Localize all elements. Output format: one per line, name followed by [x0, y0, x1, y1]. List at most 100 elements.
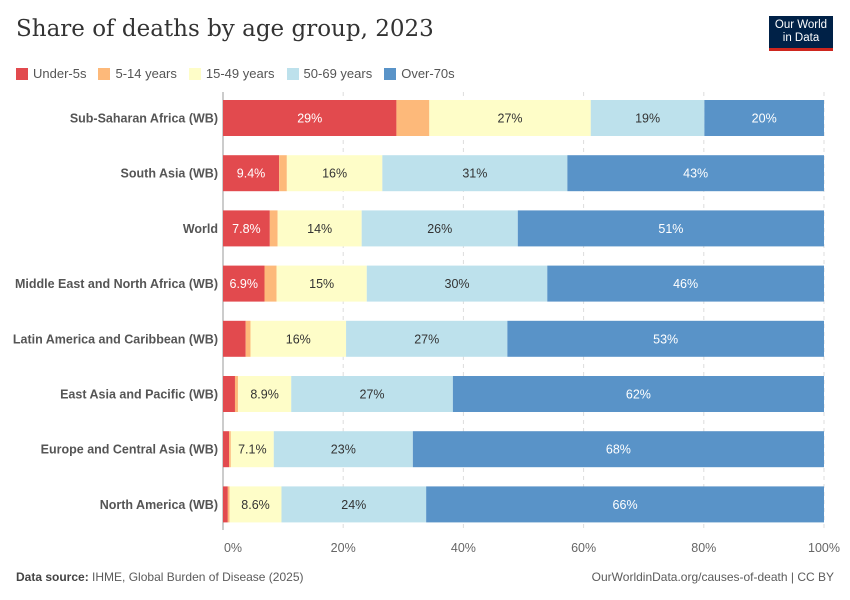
x-tick-label: 0%: [224, 541, 242, 555]
bar-segment[interactable]: [396, 100, 430, 136]
bar-segment[interactable]: [517, 210, 824, 247]
data-label: 43%: [683, 167, 708, 181]
bar-segment[interactable]: [264, 265, 277, 302]
x-tick-label: 100%: [808, 541, 840, 555]
bar-segment[interactable]: [269, 210, 278, 247]
bar-segment[interactable]: [286, 155, 383, 192]
legend-label: 5-14 years: [115, 66, 177, 81]
legend-item[interactable]: 50-69 years: [286, 66, 372, 81]
data-label: 9.4%: [237, 167, 266, 181]
bar-segment[interactable]: [346, 320, 508, 357]
bar-segment[interactable]: [250, 320, 347, 357]
bar-segment[interactable]: [291, 376, 453, 412]
bar-segment[interactable]: [227, 486, 230, 523]
data-label: 66%: [613, 498, 638, 512]
bar-segment[interactable]: [229, 486, 282, 523]
legend: Under-5s 5-14 years 15-49 years 50-69 years…: [16, 66, 455, 81]
data-label: 16%: [322, 167, 347, 181]
legend-label: Under-5s: [33, 66, 87, 81]
data-label: 26%: [427, 222, 452, 236]
data-label: 19%: [635, 112, 660, 126]
category-label: Middle East and North Africa (WB): [15, 277, 218, 291]
bar-segment[interactable]: [429, 100, 591, 136]
bar-segment[interactable]: [234, 376, 238, 412]
category-label: World: [183, 222, 218, 236]
bar-segment[interactable]: [277, 210, 362, 247]
bar-segment[interactable]: [279, 155, 287, 192]
data-label: 23%: [331, 443, 356, 457]
bar-segment[interactable]: [590, 100, 705, 136]
bar-segment[interactable]: [223, 320, 246, 357]
x-tick-label: 80%: [691, 541, 716, 555]
bar-segment[interactable]: [426, 486, 824, 523]
data-label: 51%: [658, 222, 683, 236]
legend-swatch: [188, 67, 201, 80]
bar-segment[interactable]: [273, 431, 413, 468]
source-label: Data source:: [16, 570, 89, 584]
category-label: Europe and Central Asia (WB): [41, 443, 218, 457]
bar-segment[interactable]: [229, 431, 231, 468]
data-label: 27%: [414, 332, 439, 346]
data-label: 27%: [360, 388, 385, 402]
legend-swatch: [16, 67, 28, 80]
bar-segment[interactable]: [223, 265, 265, 302]
data-label: 7.1%: [238, 443, 267, 457]
data-label: 46%: [673, 277, 698, 291]
category-label: East Asia and Pacific (WB): [60, 388, 218, 402]
data-label: 29%: [297, 112, 322, 126]
x-tick-label: 20%: [331, 541, 356, 555]
bar-segment[interactable]: [547, 265, 824, 302]
logo-line2: in Data: [782, 32, 820, 44]
bar-segment[interactable]: [507, 320, 824, 357]
legend-swatch: [286, 67, 299, 80]
chart-title: Share of deaths by age group, 2023: [16, 16, 434, 42]
source-text: IHME, Global Burden of Disease (2025): [92, 570, 304, 584]
bar-segment[interactable]: [245, 320, 251, 357]
source-url[interactable]: OurWorldinData.org/causes-of-death | CC …: [591, 570, 834, 584]
bar-segment[interactable]: [230, 431, 274, 468]
legend-label: Over-70s: [401, 66, 455, 81]
bar-segment[interactable]: [223, 155, 280, 192]
category-label: South Asia (WB): [121, 167, 218, 181]
bar-segment[interactable]: [223, 376, 235, 412]
bar-segment[interactable]: [366, 265, 548, 302]
category-label: Latin America and Caribbean (WB): [13, 332, 218, 346]
data-label: 53%: [653, 332, 678, 346]
bar-segment[interactable]: [223, 486, 228, 523]
legend-item[interactable]: Under-5s: [16, 66, 86, 81]
owid-logo[interactable]: Our World in Data: [769, 16, 833, 51]
x-tick-label: 40%: [451, 541, 476, 555]
logo-line1: Our World: [774, 19, 828, 31]
data-label: 15%: [309, 277, 334, 291]
bar-segment[interactable]: [223, 210, 270, 247]
legend-swatch: [384, 67, 397, 80]
data-source: Data source: IHME, Global Burden of Dise…: [16, 570, 303, 584]
bar-segment[interactable]: [452, 376, 824, 412]
bar-segment[interactable]: [382, 155, 568, 192]
bar-segment[interactable]: [567, 155, 824, 192]
bar-segment[interactable]: [223, 431, 230, 468]
legend-swatch: [98, 67, 111, 80]
data-label: 24%: [341, 498, 366, 512]
legend-item[interactable]: Over-70s: [384, 66, 455, 81]
data-label: 16%: [286, 332, 311, 346]
data-label: 27%: [498, 112, 523, 126]
data-label: 68%: [606, 443, 631, 457]
bar-segment[interactable]: [412, 431, 824, 468]
legend-item[interactable]: 5-14 years: [98, 66, 177, 81]
legend-item[interactable]: 15-49 years: [188, 66, 275, 81]
data-label: 14%: [307, 222, 332, 236]
bar-segment[interactable]: [361, 210, 518, 247]
category-label: Sub-Saharan Africa (WB): [70, 112, 218, 126]
data-label: 20%: [752, 112, 777, 126]
bar-segment[interactable]: [704, 100, 824, 136]
bar-segment[interactable]: [276, 265, 367, 302]
bar-segment[interactable]: [237, 376, 292, 412]
bar-segment[interactable]: [223, 100, 397, 136]
x-tick-label: 60%: [571, 541, 596, 555]
data-label: 8.9%: [250, 388, 279, 402]
bar-segment[interactable]: [281, 486, 427, 523]
data-label: 62%: [626, 388, 651, 402]
